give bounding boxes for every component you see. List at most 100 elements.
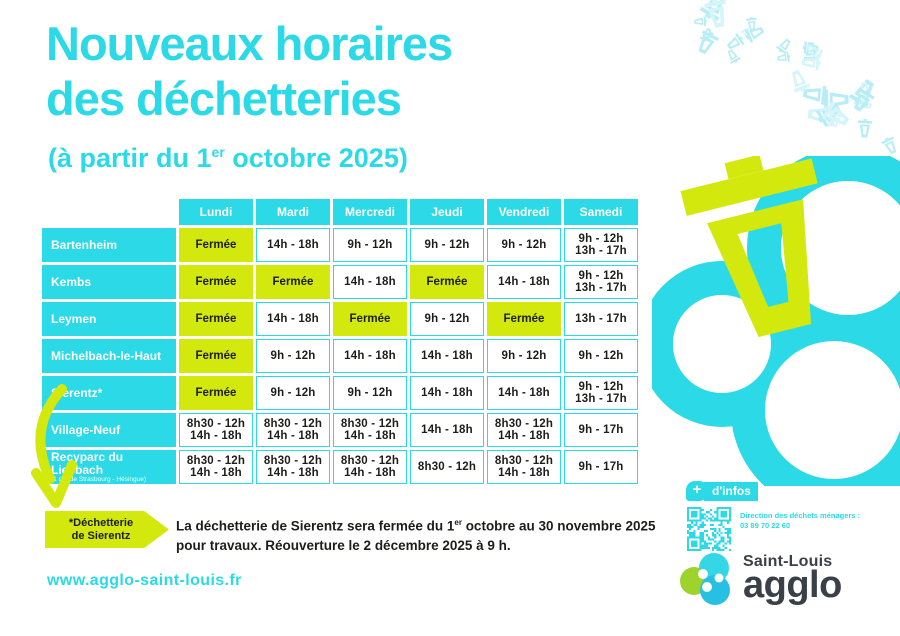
trash-icon <box>813 99 844 129</box>
closed-cell: Fermée <box>179 302 253 336</box>
row-label: Leymen <box>42 302 176 336</box>
hours-cell: 14h - 18h <box>487 376 561 410</box>
brand-name-bottom: agglo <box>743 564 842 606</box>
hours-cell: 9h - 12h 13h - 17h <box>564 228 638 262</box>
trash-icon <box>724 47 742 65</box>
hours-text: 14h - 18h <box>267 238 319 251</box>
hours-text: 14h - 18h <box>267 467 319 479</box>
curved-arrow-icon <box>31 384 77 508</box>
hours-text: 8h30 - 12h <box>340 454 400 467</box>
site-address: (1 rue de Strasbourg - Hésingue) <box>51 476 147 483</box>
hours-cell: 9h - 12h <box>333 376 407 410</box>
hours-text: 9h - 17h <box>578 423 624 436</box>
saint-louis-agglo-logo: Saint-Louis agglo <box>678 551 842 607</box>
hours-text: 14h - 18h <box>344 349 396 362</box>
hours-cell: 8h30 - 12h 14h - 18h <box>487 413 561 447</box>
site-name: Leymen <box>51 311 97 326</box>
hours-text: Fermée <box>195 386 237 399</box>
trash-icon <box>802 42 819 62</box>
trash-icon <box>802 83 829 106</box>
hours-cell: 9h - 12h <box>564 339 638 373</box>
hours-text: 9h - 12h <box>424 238 470 251</box>
hours-text: 13h - 17h <box>575 312 627 325</box>
hours-text: 14h - 18h <box>267 312 319 325</box>
hours-text: Fermée <box>426 275 468 288</box>
trash-icon <box>897 116 900 138</box>
day-header: Samedi <box>564 199 638 225</box>
hours-text: 9h - 17h <box>578 460 624 473</box>
row-label: Bartenheim <box>42 228 176 262</box>
hours-text: Fermée <box>195 312 237 325</box>
title-line2: des déchetteries <box>46 72 402 125</box>
hours-text: 14h - 18h <box>498 430 550 442</box>
trash-icon <box>743 22 767 44</box>
hours-cell: 9h - 12h <box>487 228 561 262</box>
hours-text: 9h - 12h <box>578 232 624 245</box>
subtitle-text-end: octobre 2025) <box>224 143 408 173</box>
hours-cell: 9h - 12h <box>256 376 330 410</box>
hours-text: 9h - 12h <box>424 312 470 325</box>
hours-cell: 9h - 12h <box>410 228 484 262</box>
row-label: Village-Neuf <box>42 413 176 447</box>
agglo-logo-icon <box>680 553 730 605</box>
closed-cell: Fermée <box>179 376 253 410</box>
day-header: Vendredi <box>487 199 561 225</box>
hours-cell: 14h - 18h <box>333 339 407 373</box>
hours-cell: 8h30 - 12h 14h - 18h <box>179 413 253 447</box>
brand-text: Saint-Louis agglo <box>743 551 842 606</box>
site-name: Michelbach-le-Haut <box>51 348 162 363</box>
website-url-link[interactable]: www.agglo-saint-louis.fr <box>47 572 242 589</box>
hours-text: 8h30 - 12h <box>263 417 323 430</box>
trash-icon <box>740 26 755 42</box>
trash-icon <box>848 86 876 115</box>
hours-cell: 14h - 18h <box>410 339 484 373</box>
hours-text: 9h - 12h <box>270 386 316 399</box>
hours-text: 8h30 - 12h <box>494 417 554 430</box>
trash-icon <box>702 0 731 29</box>
trash-icon <box>693 28 721 58</box>
hours-text: 13h - 17h <box>575 393 627 405</box>
hours-cell: 8h30 - 12h <box>410 450 484 484</box>
trash-icon <box>775 35 794 55</box>
hours-text: 14h - 18h <box>344 430 396 442</box>
hours-text: 8h30 - 12h <box>340 417 400 430</box>
hours-text: 14h - 18h <box>421 423 473 436</box>
closed-cell: Fermée <box>179 339 253 373</box>
hours-cell: 14h - 18h <box>256 302 330 336</box>
hours-cell: 13h - 17h <box>564 302 638 336</box>
hours-cell: 9h - 12h <box>487 339 561 373</box>
hours-cell: 14h - 18h <box>410 413 484 447</box>
hours-cell: 9h - 12h 13h - 17h <box>564 376 638 410</box>
hours-text: 9h - 12h <box>501 349 547 362</box>
hours-cell: 9h - 12h <box>410 302 484 336</box>
trash-icon <box>818 99 853 132</box>
hours-cell: 9h - 12h <box>256 339 330 373</box>
hours-text: 9h - 12h <box>578 269 624 282</box>
trash-icon <box>787 67 812 94</box>
hours-cell: 14h - 18h <box>333 265 407 299</box>
site-name: Village-Neuf <box>51 422 121 437</box>
closed-cell: Fermée <box>179 265 253 299</box>
hours-text: 9h - 12h <box>578 349 624 362</box>
contact-info: Direction des déchets ménagers : 03 89 7… <box>740 511 860 530</box>
hours-cell: 9h - 17h <box>564 450 638 484</box>
note-line1-text: La déchetterie de Sierentz sera fermée d… <box>176 518 455 534</box>
sierentz-note-text: La déchetterie de Sierentz sera fermée d… <box>176 513 656 555</box>
row-label: Kembs <box>42 265 176 299</box>
hours-text: 14h - 18h <box>344 275 396 288</box>
hours-text: 8h30 - 12h <box>494 454 554 467</box>
hours-text: Fermée <box>272 275 314 288</box>
hours-text: 14h - 18h <box>421 349 473 362</box>
page-subtitle: (à partir du 1er octobre 2025) <box>48 143 408 174</box>
closed-cell: Fermée <box>179 228 253 262</box>
trash-icon <box>776 51 791 64</box>
trash-icon <box>857 81 872 98</box>
note-tag-line1: *Déchetterie <box>68 516 134 529</box>
day-header: Jeudi <box>410 199 484 225</box>
page-title: Nouveaux horaires des déchetteries <box>46 16 453 126</box>
hours-text: 8h30 - 12h <box>186 454 246 467</box>
closed-cell: Fermée <box>333 302 407 336</box>
trash-icon <box>803 41 825 63</box>
clover-trash-hero-graphic <box>652 156 900 486</box>
trash-icon <box>846 75 880 110</box>
